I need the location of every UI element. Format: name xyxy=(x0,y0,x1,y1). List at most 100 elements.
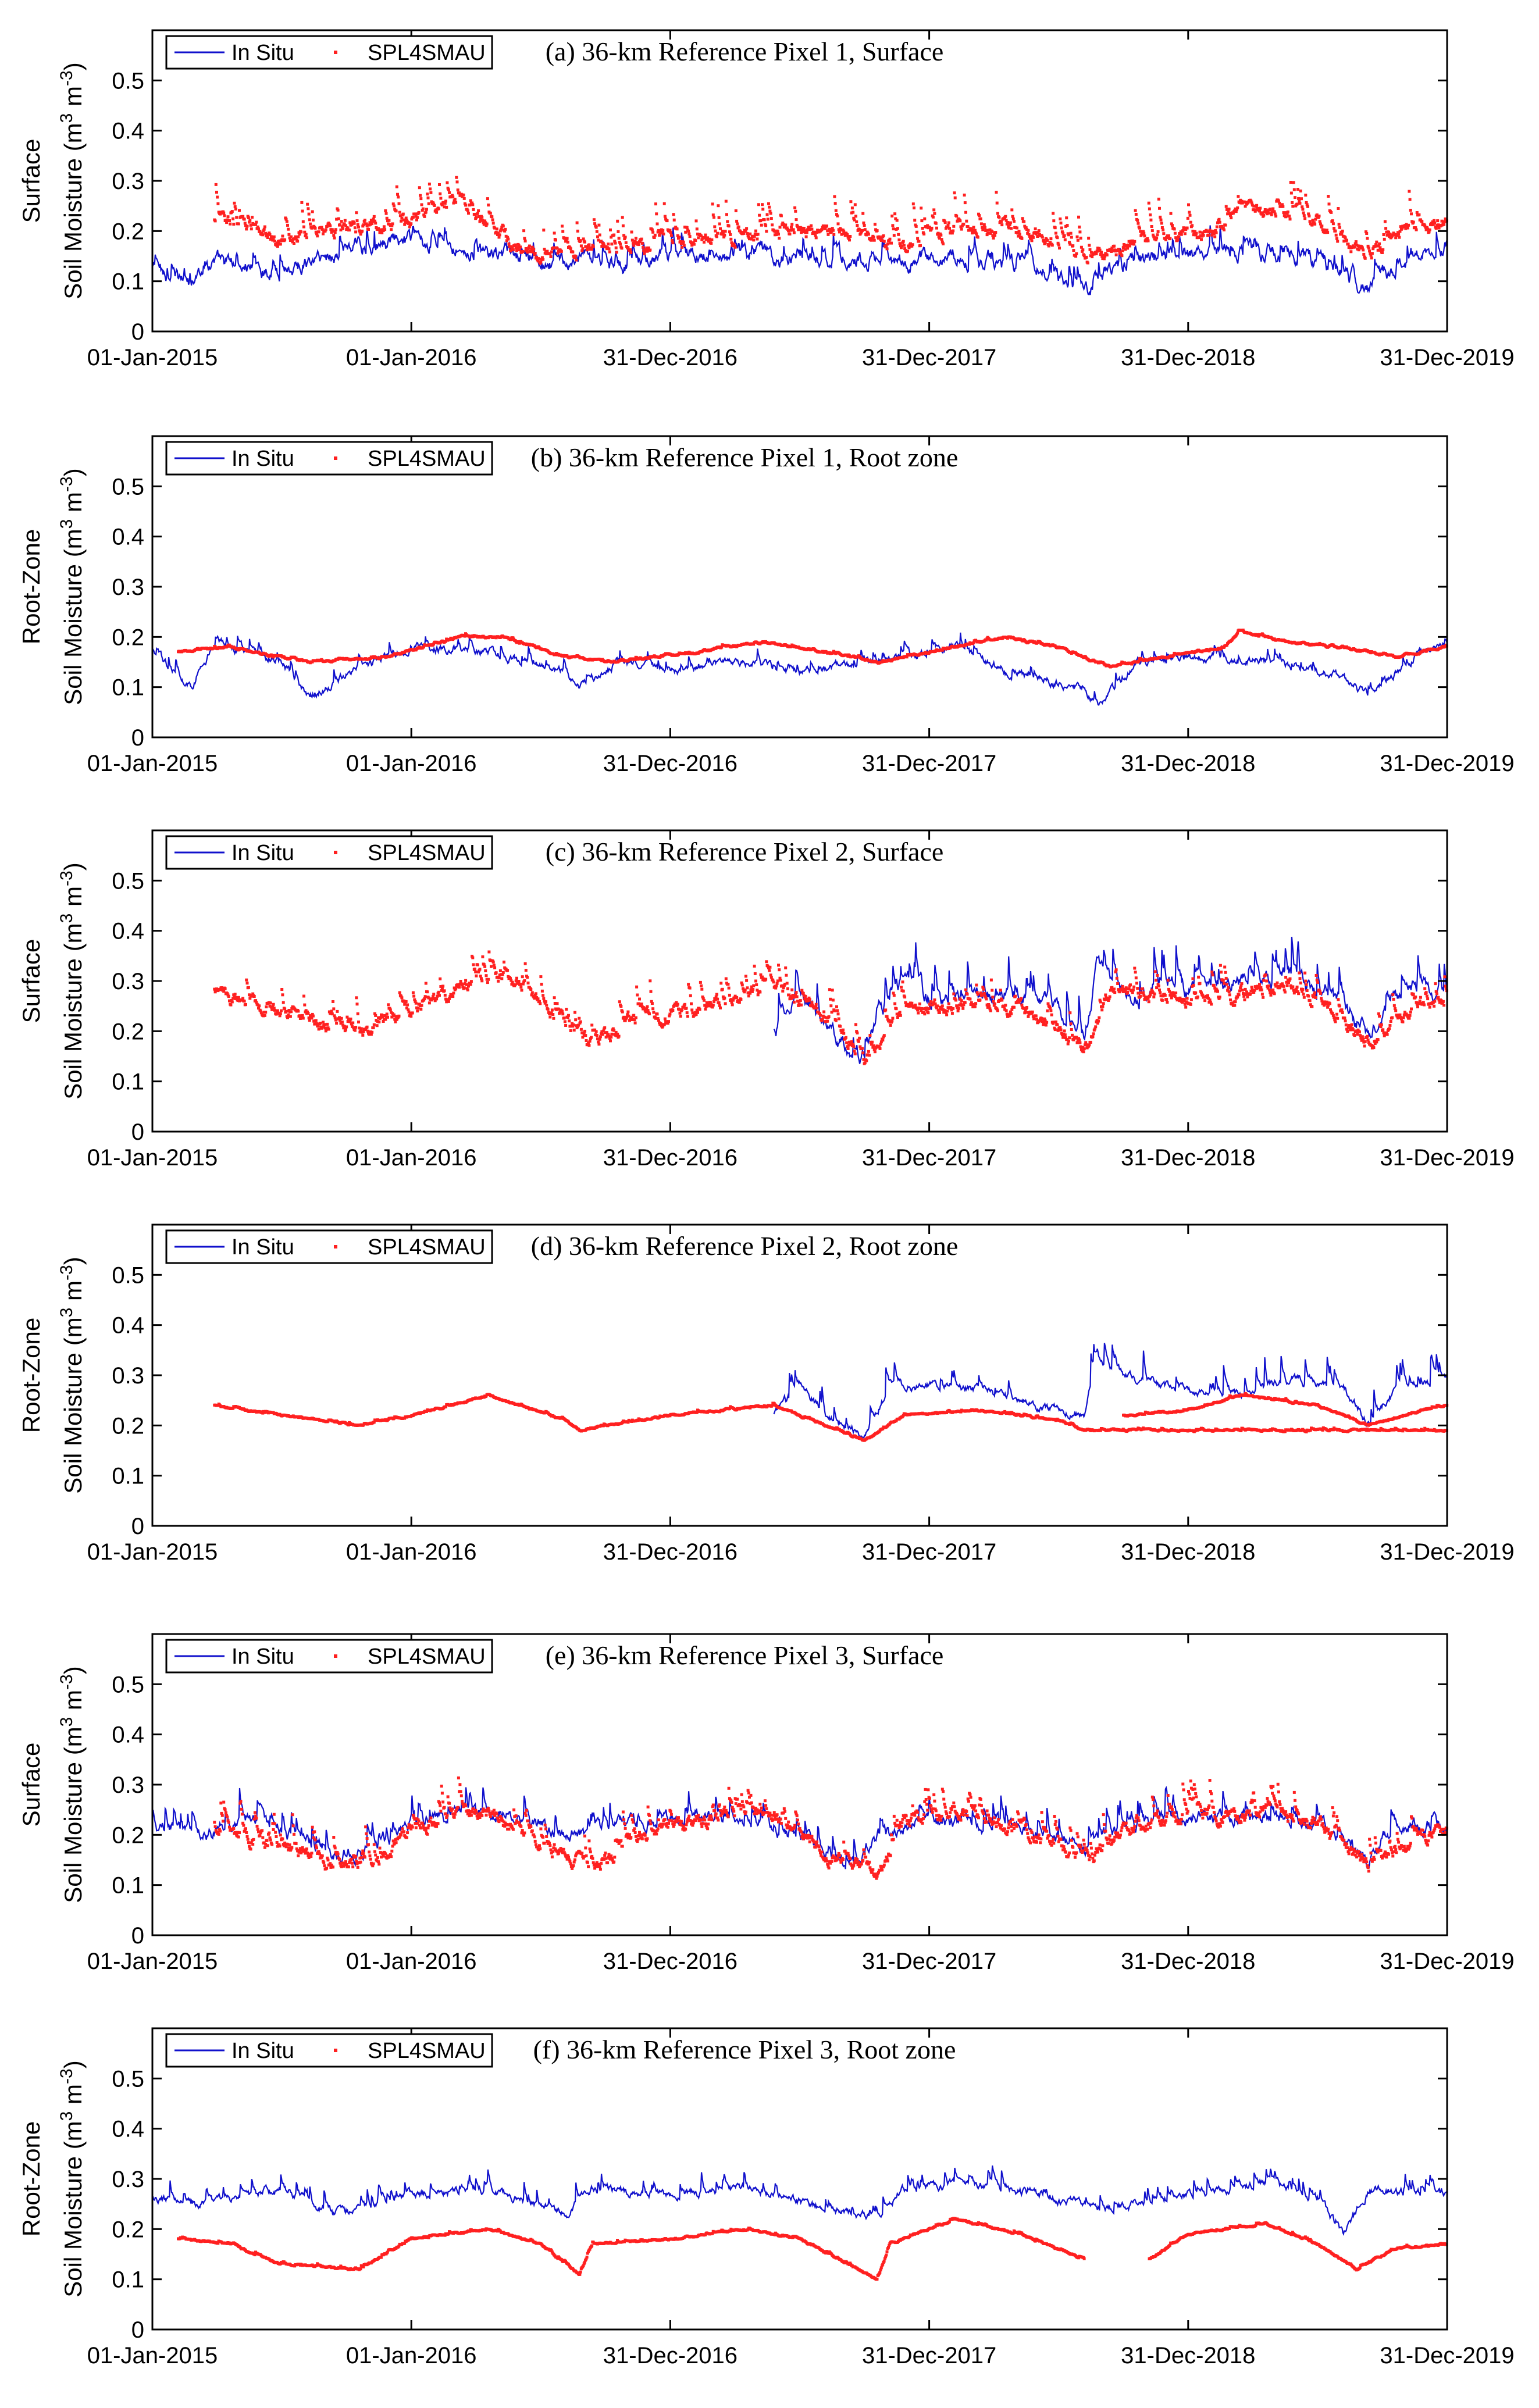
data-point xyxy=(650,1000,653,1003)
data-point xyxy=(510,245,513,248)
data-point xyxy=(278,1014,282,1018)
data-point xyxy=(1153,992,1156,996)
data-point xyxy=(1128,244,1131,248)
data-point xyxy=(778,226,782,229)
data-point xyxy=(839,1029,843,1032)
data-point xyxy=(687,232,691,236)
data-point xyxy=(752,643,756,646)
data-point xyxy=(679,1015,682,1018)
data-point xyxy=(333,231,337,234)
data-point xyxy=(1217,217,1221,221)
data-point xyxy=(1259,206,1262,210)
data-point xyxy=(783,983,786,986)
data-point xyxy=(317,1028,320,1031)
data-point xyxy=(400,994,403,998)
data-point xyxy=(384,212,388,215)
data-point xyxy=(231,997,235,1000)
data-point xyxy=(842,1032,846,1035)
data-point xyxy=(1182,998,1186,1001)
data-point xyxy=(381,1015,384,1019)
data-point xyxy=(1373,244,1377,248)
data-point xyxy=(777,233,780,236)
data-point xyxy=(1385,233,1389,237)
data-point xyxy=(633,241,636,245)
data-point xyxy=(979,991,982,995)
data-point xyxy=(446,181,449,184)
data-point xyxy=(649,990,653,993)
data-point xyxy=(861,229,864,232)
data-point xyxy=(1159,215,1162,219)
data-point xyxy=(473,213,476,216)
data-point xyxy=(948,227,951,230)
data-point xyxy=(213,219,217,223)
data-point xyxy=(1227,209,1230,213)
data-point xyxy=(915,1006,918,1009)
data-point xyxy=(737,225,740,229)
data-point xyxy=(579,1028,583,1031)
data-point xyxy=(964,988,967,991)
data-point xyxy=(904,1001,907,1004)
data-point xyxy=(991,230,994,233)
data-point xyxy=(1082,254,1086,258)
data-point xyxy=(1312,221,1316,224)
data-point xyxy=(543,248,546,251)
data-point xyxy=(225,221,229,224)
data-point xyxy=(792,1000,796,1004)
data-point xyxy=(410,217,414,221)
data-point xyxy=(716,231,719,235)
data-point xyxy=(1153,970,1157,973)
data-point xyxy=(272,1003,275,1006)
legend: In Situ SPL4SMAU xyxy=(165,35,493,70)
data-point xyxy=(366,1029,369,1033)
data-point xyxy=(833,1009,836,1012)
data-point xyxy=(808,998,811,1001)
data-point xyxy=(725,213,728,216)
data-point xyxy=(518,248,521,252)
data-point xyxy=(916,1008,920,1012)
data-point xyxy=(878,1047,882,1050)
data-point xyxy=(459,980,462,983)
data-point xyxy=(603,243,605,247)
data-point xyxy=(806,228,809,231)
data-point xyxy=(862,221,865,224)
data-point xyxy=(1340,232,1344,236)
data-point xyxy=(749,232,752,236)
data-point xyxy=(1260,211,1264,215)
data-point xyxy=(954,998,957,1002)
data-point xyxy=(418,186,421,190)
data-point xyxy=(953,191,956,195)
data-point xyxy=(1081,249,1084,253)
data-point xyxy=(652,1011,656,1014)
data-point xyxy=(868,1034,872,1037)
data-point xyxy=(713,225,717,229)
data-point xyxy=(939,1005,942,1009)
data-point xyxy=(685,226,689,229)
data-point xyxy=(607,1033,610,1036)
data-point xyxy=(845,1041,849,1044)
data-point xyxy=(500,227,503,231)
data-point xyxy=(238,209,241,212)
data-point xyxy=(929,1000,933,1004)
data-point xyxy=(901,980,904,984)
data-point xyxy=(1407,223,1410,227)
data-point xyxy=(296,240,300,243)
data-point xyxy=(850,206,854,210)
data-point xyxy=(521,975,524,979)
data-point xyxy=(1156,983,1160,986)
data-point xyxy=(283,238,287,241)
data-point xyxy=(247,216,250,219)
data-point xyxy=(519,986,523,989)
data-point xyxy=(1110,246,1114,249)
data-point xyxy=(1048,242,1051,246)
data-point xyxy=(1017,230,1021,233)
data-point xyxy=(1025,1006,1028,1009)
data-point xyxy=(1111,249,1114,252)
data-point xyxy=(650,228,654,231)
data-point xyxy=(1088,248,1092,251)
data-point xyxy=(750,990,754,993)
data-point xyxy=(1269,208,1272,211)
data-point xyxy=(886,242,889,246)
data-point xyxy=(1173,231,1177,235)
data-point xyxy=(1061,1036,1065,1039)
data-point xyxy=(382,1020,385,1023)
